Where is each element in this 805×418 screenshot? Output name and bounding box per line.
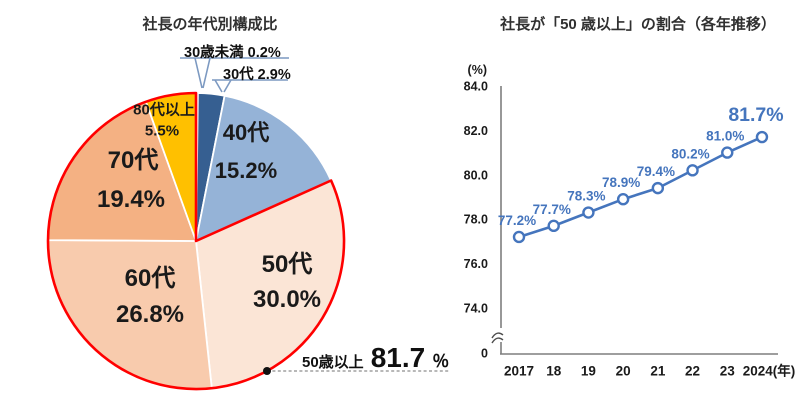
data-point-21	[651, 181, 665, 195]
x-tick-label: 20	[616, 364, 631, 379]
data-point-2024(年)	[755, 130, 769, 144]
data-point-18	[547, 219, 560, 233]
axis-break-squiggle	[491, 332, 504, 339]
x-tick-label: 19	[581, 364, 596, 379]
data-point-22	[686, 164, 699, 177]
x-tick-label: 21	[650, 364, 666, 379]
pie-slice-value-3: 30.0%	[252, 286, 322, 313]
callout-leader-line-4	[214, 79, 223, 93]
x-tick-label: 22	[685, 364, 700, 379]
x-tick-label: 2024(年)	[743, 363, 796, 379]
pie-slice-name-2: 40代	[222, 120, 270, 145]
pie-slice-name-4: 60代	[124, 265, 176, 292]
pie-slice-2	[195, 94, 332, 242]
data-point-label: 77.2%	[498, 213, 536, 228]
y-tick-label: 74.0	[464, 302, 488, 316]
annotation-unit: ％	[432, 352, 450, 371]
callout-leader-line-5	[223, 79, 232, 93]
data-point-label: 78.3%	[567, 189, 605, 204]
y-tick-label: 80.0	[464, 168, 488, 182]
x-tick-label: 18	[546, 364, 562, 379]
data-point-label: 80.2%	[671, 146, 709, 161]
y-tick-label: 84.0	[464, 80, 488, 94]
pie-slice-name-5: 70代	[107, 147, 159, 174]
data-point-label: 79.4%	[637, 164, 675, 179]
pie-slice-value-6: 5.5%	[144, 122, 180, 140]
data-point-label: 81.7%	[728, 104, 783, 126]
x-tick-label: 23	[720, 364, 736, 379]
data-point-label: 77.7%	[533, 202, 571, 217]
data-point-23	[721, 146, 734, 159]
pie-slice-value-2: 15.2%	[214, 158, 278, 183]
pie-slice-value-5: 19.4%	[96, 186, 166, 213]
age-50-plus-annotation: 50歳以上 81.7 ％	[302, 342, 450, 373]
y-axis-unit-label: (%)	[468, 63, 487, 77]
callout-label-30s: 30代 2.9%	[223, 67, 291, 83]
data-point-label: 78.9%	[602, 175, 640, 190]
callout-label-under-30: 30歳未満 0.2%	[184, 45, 281, 61]
y-tick-label: 78.0	[464, 213, 488, 227]
data-point-20	[616, 193, 630, 206]
callout-leader-line-1	[194, 57, 203, 89]
y-tick-label: 76.0	[464, 257, 488, 271]
callout-leader-line-2	[202, 57, 211, 89]
pie-slice-value-4: 26.8%	[115, 301, 185, 328]
annotation-label: 50歳以上	[302, 354, 364, 371]
pie-slice-name-6: 80代以上	[133, 101, 195, 119]
y-origin-label: 0	[481, 347, 488, 361]
data-point-2017	[512, 230, 526, 244]
y-tick-label: 82.0	[464, 124, 488, 138]
x-tick-label: 2017	[504, 364, 534, 379]
annotation-dot	[263, 367, 271, 375]
data-point-19	[582, 206, 595, 219]
annotation-value: 81.7	[370, 342, 426, 373]
pie-slice-name-3: 50代	[261, 251, 313, 278]
line-chart-title: 社長が「50 歳以上」の割合（各年推移）	[500, 16, 776, 33]
data-point-label: 81.0%	[706, 129, 744, 144]
pie-chart-title: 社長の年代別構成比	[142, 16, 278, 33]
axis-break-squiggle	[491, 337, 504, 344]
pie-highlight-outline	[46, 91, 346, 391]
